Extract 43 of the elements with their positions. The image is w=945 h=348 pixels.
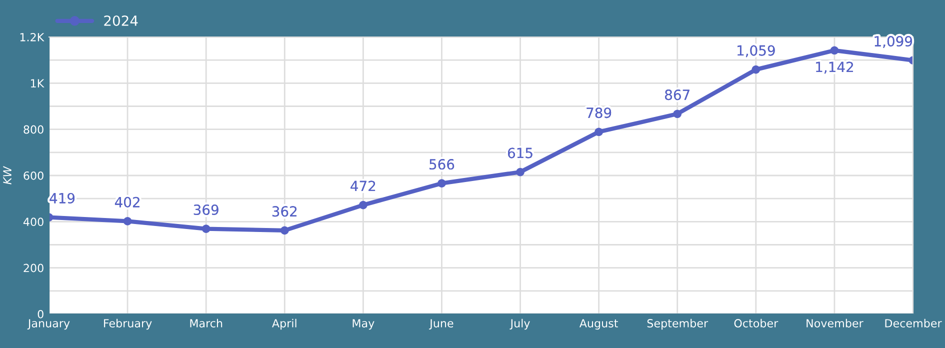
x-tick-label: April [272,318,296,330]
data-label: 472 [350,180,376,192]
data-label: 615 [508,148,532,158]
y-tick-label: 400 [23,218,44,226]
y-tick-label: 200 [24,264,44,272]
data-label: 419 [50,192,75,204]
y-tick-label: 1.2K [20,32,44,42]
y-tick-label: 1K [31,79,44,88]
y-tick-label: 600 [24,171,44,180]
point [752,65,760,74]
data-label: 566 [430,159,454,170]
point [438,179,446,188]
data-label: 362 [272,206,296,217]
data-label: 1,142 [816,62,853,74]
x-tick-label: October [734,318,778,328]
point [123,217,132,226]
y-tick-label: 800 [24,125,44,134]
x-tick-label: January [27,319,70,330]
x-tick-label: July [510,318,530,330]
point [516,168,524,176]
x-tick-label: November [806,318,864,328]
data-label: 789 [586,108,612,118]
data-label: 867 [665,90,690,100]
point [280,226,289,235]
x-tick-label: March [190,318,222,328]
x-tick-label: September [647,318,708,330]
x-tick-label: June [429,319,454,330]
legend-label: 2024 [104,15,138,26]
y-axis-title: KW [3,166,12,184]
point [202,224,210,233]
x-tick-label: December [885,318,942,328]
data-label: 1,099 [874,36,912,48]
point [673,110,682,118]
point [594,128,603,136]
data-label: 1,059 [738,45,775,58]
data-label: 369 [194,204,218,216]
data-label: 402 [114,196,140,208]
x-tick-label: February [104,318,152,330]
point [830,46,839,55]
x-tick-label: August [579,319,618,330]
point [359,200,368,210]
x-tick-label: May [352,319,374,330]
y-tick-label: 0 [38,310,44,318]
